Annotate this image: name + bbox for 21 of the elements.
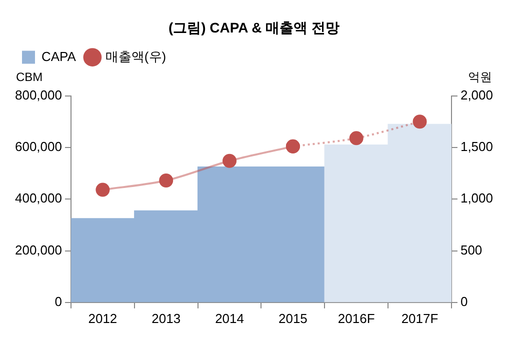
chart-title: (그림) CAPA & 매출액 전망 — [168, 19, 340, 36]
legend-label: CAPA — [42, 48, 76, 64]
y2-tick-label: 1,000 — [460, 190, 494, 206]
y-tick-label: 800,000 — [14, 87, 62, 102]
x-tick-label: 2014 — [215, 310, 244, 326]
y-tick-label: 200,000 — [14, 242, 62, 258]
x-tick-label: 2017F — [401, 310, 438, 326]
y-tick-label: 600,000 — [14, 139, 62, 154]
legend-label: 매출액(우) — [105, 48, 166, 64]
y2-tick-label: 2,000 — [460, 87, 494, 102]
y2-tick-label: 1,500 — [460, 139, 494, 154]
x-tick-label: 2013 — [152, 310, 181, 326]
y-tick-label: 0 — [54, 294, 62, 309]
x-tick-label: 2015 — [278, 310, 308, 326]
x-tick-label: 2016F — [338, 310, 375, 326]
y2-axis-title: 억원 — [468, 70, 492, 84]
y-tick-label: 400,000 — [14, 190, 62, 206]
y2-tick-label: 0 — [460, 294, 468, 309]
y-axis-title: CBM — [16, 70, 43, 84]
y2-tick-label: 500 — [460, 242, 482, 258]
x-tick-label: 2012 — [88, 310, 118, 326]
